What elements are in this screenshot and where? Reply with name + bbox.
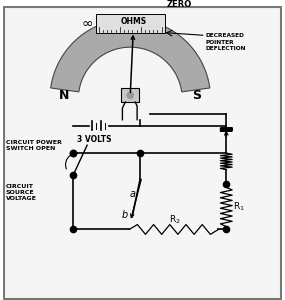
Circle shape xyxy=(127,92,134,99)
Text: R$_1$: R$_1$ xyxy=(233,201,245,213)
Text: ZERO: ZERO xyxy=(166,0,192,9)
Text: b: b xyxy=(121,210,127,220)
Text: S: S xyxy=(192,89,201,102)
Text: CIRCUIT
SOURCE
VOLTAGE: CIRCUIT SOURCE VOLTAGE xyxy=(6,184,37,201)
Polygon shape xyxy=(51,19,210,92)
Text: CIRCUIT POWER
SWITCH OPEN: CIRCUIT POWER SWITCH OPEN xyxy=(6,140,62,151)
Text: 3 VOLTS: 3 VOLTS xyxy=(77,135,112,144)
Text: a: a xyxy=(129,189,135,199)
Text: N: N xyxy=(58,89,69,102)
Bar xyxy=(96,14,164,34)
Text: DECREASED
POINTER
DEFLECTION: DECREASED POINTER DEFLECTION xyxy=(206,34,246,51)
Bar xyxy=(121,88,139,102)
Text: OHMS: OHMS xyxy=(121,17,147,26)
Text: R$_2$: R$_2$ xyxy=(170,213,181,226)
Text: ∞: ∞ xyxy=(82,17,93,31)
